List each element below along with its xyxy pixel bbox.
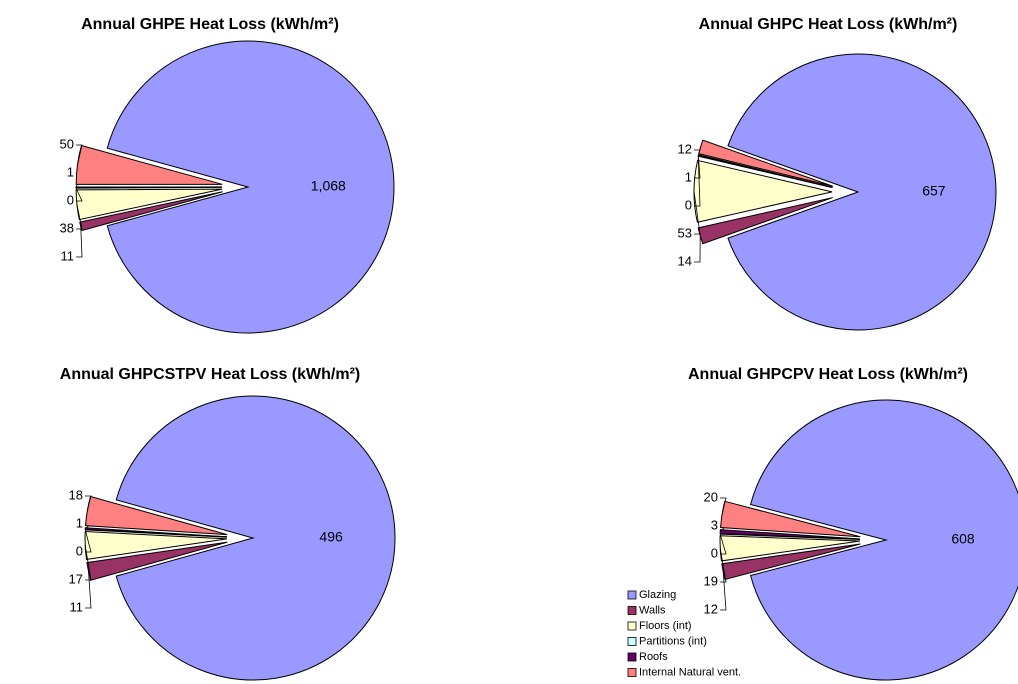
pie-slice [698,139,834,187]
legend-swatch [627,606,637,615]
slice-label: 12 [704,601,718,616]
pie-slice [106,40,395,334]
chart-title: Annual GHPE Heat Loss (kWh/m²) [81,16,339,33]
pie-slice [721,543,861,581]
legend-label: Roofs [639,651,668,663]
legend-label: Glazing [639,589,676,601]
pie-slice [79,191,223,232]
leader-line [694,146,701,151]
slice-label: 53 [678,225,692,240]
slice-label: 1,068 [311,178,346,194]
slice-label: 12 [678,141,692,156]
legend-label: Internal Natural vent. [639,666,741,678]
slice-label: 1 [685,169,692,184]
slice-label: 0 [711,545,718,560]
leader-line [85,495,92,512]
slice-label: 1 [76,515,83,530]
leader-line [76,204,83,230]
leader-line [694,155,701,179]
leader-line [694,155,701,207]
slice-label: 0 [67,192,74,207]
slice-label: 1 [67,164,74,179]
slice-label: 657 [922,183,946,199]
chart-title: Annual GHPC Heat Loss (kWh/m²) [699,16,958,33]
leader-line [75,187,83,202]
pie-slice [115,395,396,681]
leader-line [84,529,92,553]
legend-swatch [627,668,637,677]
pie-slice [749,399,1018,681]
slice-label: 17 [69,571,83,586]
slice-label: 0 [76,543,83,558]
pie-slice [719,529,861,540]
legend-label: Partitions (int) [639,635,707,647]
slice-label: 0 [685,197,692,212]
leader-line [76,226,83,258]
pie-slice [84,527,228,538]
slice-label: 608 [951,531,975,547]
legend-swatch [627,621,637,631]
slice-label: 50 [60,136,74,151]
leader-line [719,533,727,555]
leader-line [720,497,727,515]
slice-label: 20 [704,489,718,504]
legend-label: Floors (int) [639,620,692,632]
leader-line [85,571,92,609]
slice-label: 19 [704,573,718,588]
slice-label: 38 [60,220,74,235]
slice-label: 11 [70,599,84,614]
leader-line [694,235,701,263]
legend-swatch [627,652,637,662]
legend-swatch [627,590,637,600]
leader-line [76,144,83,165]
chart-title: Annual GHPCSTPV Heat Loss (kWh/m²) [60,366,360,383]
pie-slice [727,53,997,331]
chart-title: Annual GHPCPV Heat Loss (kWh/m²) [688,366,968,383]
leader-line [693,191,701,235]
slice-label: 11 [61,248,75,263]
legend-label: Walls [639,604,666,616]
leader-line [84,545,92,581]
slice-label: 496 [319,529,343,545]
slice-label: 3 [711,517,718,532]
slice-label: 14 [678,253,692,268]
leader-line [719,548,727,583]
leader-line [720,571,727,611]
legend-swatch [627,637,637,646]
slice-label: 18 [69,487,83,502]
